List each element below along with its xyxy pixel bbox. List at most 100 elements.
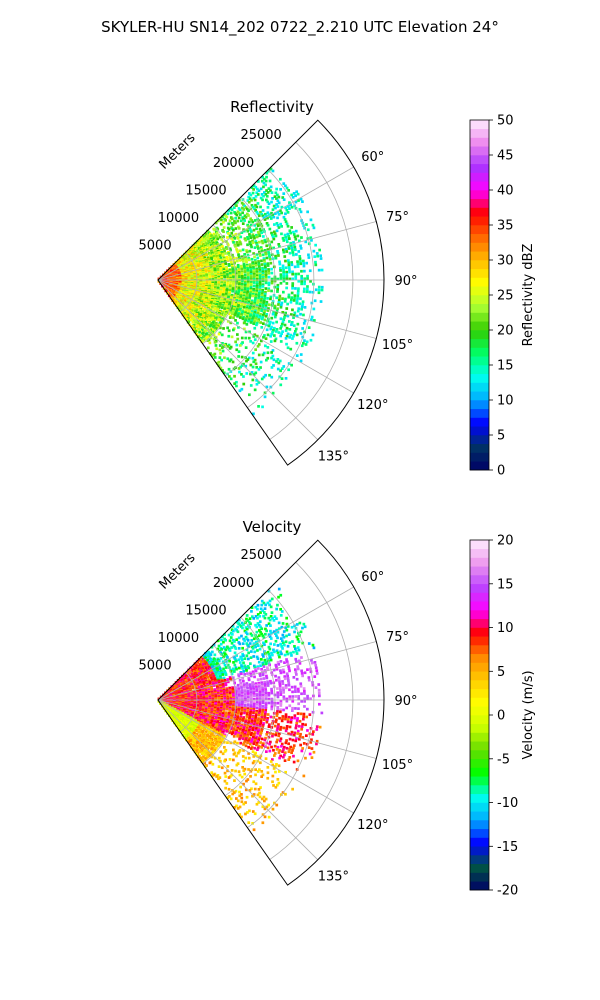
- radar-gate: [255, 642, 259, 646]
- radar-gate: [269, 297, 272, 301]
- radar-gate: [276, 250, 279, 253]
- radar-gate: [283, 323, 287, 327]
- radar-gate: [275, 649, 279, 653]
- radar-gate: [237, 268, 241, 271]
- radar-gate: [292, 299, 296, 302]
- radar-gate: [234, 290, 237, 293]
- radar-gate: [246, 690, 250, 693]
- radar-gate: [213, 257, 217, 261]
- radar-gate: [260, 683, 264, 686]
- radar-gate: [220, 218, 223, 222]
- radar-gate: [295, 635, 299, 639]
- radar-gate: [261, 279, 265, 283]
- radar-gate: [263, 611, 266, 614]
- radar-gate: [301, 300, 305, 304]
- radar-gate: [298, 257, 302, 261]
- radar-gate: [265, 358, 268, 362]
- radar-gate: [299, 197, 303, 201]
- radar-gate: [228, 219, 232, 223]
- radar-gate: [238, 276, 241, 280]
- radar-gate: [303, 671, 307, 675]
- radar-gate: [254, 203, 257, 207]
- radar-gate: [262, 181, 266, 185]
- radar-gate: [234, 301, 238, 305]
- radar-gate: [245, 249, 248, 252]
- radar-gate: [218, 254, 222, 257]
- radar-gate: [262, 257, 266, 260]
- radar-gate: [258, 250, 261, 254]
- radar-gate: [225, 660, 228, 663]
- radar-gate: [264, 272, 268, 275]
- radar-gate: [262, 235, 265, 238]
- radar-gate: [225, 240, 228, 243]
- radar-gate: [240, 336, 244, 340]
- radar-gate: [296, 265, 300, 268]
- radar-gate: [268, 635, 272, 638]
- radar-gate: [252, 360, 256, 364]
- radar-gate: [279, 334, 282, 338]
- radar-gate: [273, 650, 276, 654]
- radar-gate: [244, 364, 248, 368]
- radar-gate: [254, 262, 258, 265]
- radar-gate: [284, 311, 287, 315]
- radar-gate: [287, 683, 291, 687]
- radar-gate: [270, 332, 273, 336]
- radar-gate: [280, 225, 283, 228]
- radar-gate: [220, 258, 223, 262]
- radar-gate: [249, 274, 253, 278]
- radar-gate: [295, 673, 298, 676]
- radar-gate: [275, 222, 279, 225]
- radar-gate: [284, 220, 288, 224]
- radar-gate: [210, 318, 213, 321]
- radar-gate: [236, 210, 240, 214]
- radar-gate: [273, 315, 277, 319]
- radar-gate: [280, 367, 284, 370]
- radar-gate: [228, 659, 231, 663]
- colorbar-segment: [470, 268, 489, 278]
- radar-gate: [270, 651, 273, 655]
- radar-gate: [239, 306, 243, 310]
- radar-gate: [256, 320, 260, 323]
- radar-gate: [245, 260, 248, 264]
- radar-gate: [279, 305, 283, 309]
- radar-gate: [257, 634, 261, 637]
- radar-gate: [277, 195, 281, 199]
- radar-gate: [235, 241, 239, 244]
- radar-gate: [204, 337, 208, 340]
- radar-gate: [300, 672, 304, 675]
- radar-gate: [255, 210, 259, 214]
- radar-gate: [246, 290, 249, 294]
- radar-gate: [252, 655, 256, 658]
- radar-gate: [289, 333, 293, 337]
- radar-gate: [293, 630, 296, 634]
- radar-gate: [249, 217, 252, 221]
- radar-gate: [211, 303, 215, 307]
- radar-gate: [264, 613, 268, 616]
- radar-gate: [298, 255, 302, 258]
- radar-gate: [238, 661, 242, 664]
- radar-gate: [208, 341, 212, 345]
- radar-gate: [288, 207, 291, 210]
- colorbar-segment: [470, 400, 489, 410]
- radar-gate: [226, 275, 229, 279]
- radar-gate: [285, 275, 289, 278]
- radar-gate: [257, 343, 261, 346]
- radar-gate: [252, 184, 256, 187]
- radar-gate: [245, 263, 249, 267]
- radar-gate: [282, 192, 286, 195]
- radar-gate: [290, 298, 293, 302]
- radar-gate: [263, 682, 267, 686]
- azimuth-gridline: [157, 221, 377, 281]
- radar-gate: [230, 641, 234, 645]
- radar-gate: [248, 330, 251, 334]
- radar-gate: [200, 676, 203, 679]
- radar-gate: [295, 314, 299, 318]
- radar-gate: [293, 296, 296, 300]
- radar-gate: [314, 663, 317, 667]
- radar-gate: [231, 287, 235, 290]
- radar-gate: [260, 239, 264, 243]
- radar-gate: [202, 279, 206, 283]
- radar-gate: [266, 666, 269, 669]
- radar-gate: [268, 179, 272, 183]
- radar-gate: [295, 333, 299, 337]
